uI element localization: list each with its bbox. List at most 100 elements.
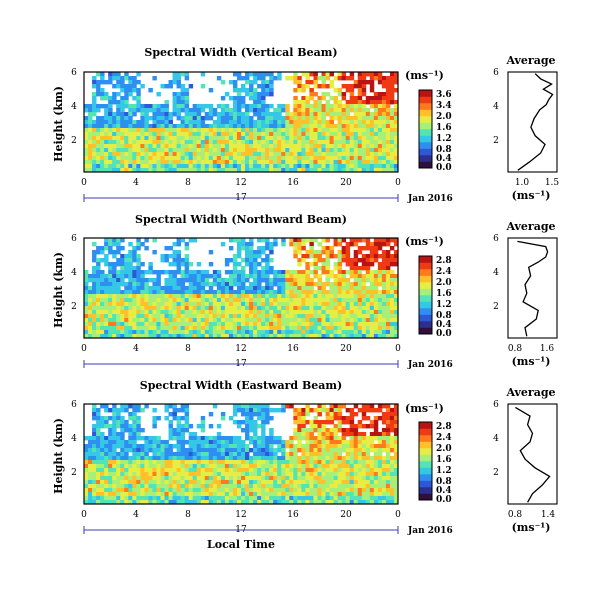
heatmap-cell [92, 76, 97, 81]
heatmap-cell [236, 100, 242, 105]
heatmap-cell [313, 310, 318, 315]
heatmap-cell [321, 246, 326, 251]
heatmap-cell [321, 330, 326, 335]
heatmap-cell [373, 278, 379, 283]
heatmap-cell [236, 76, 242, 81]
heatmap-cell [305, 480, 310, 485]
heatmap-cell [172, 496, 177, 501]
heatmap-cell [317, 132, 322, 137]
heatmap-cell [265, 156, 270, 161]
heatmap-cell [277, 326, 282, 331]
heatmap-cell [128, 298, 133, 303]
heatmap-cell [232, 448, 238, 453]
heatmap-cell [321, 488, 326, 493]
heatmap-cell [132, 286, 137, 291]
colorbar-ticks: 2.8 2.4 2.0 1.6 1.2 0.8 0.4 0.0 [436, 256, 452, 339]
heatmap-cell [241, 310, 246, 315]
heatmap-cell [269, 322, 274, 327]
heatmap-cell [92, 274, 97, 279]
heatmap-cell [301, 108, 306, 113]
heatmap-cell [164, 334, 169, 339]
heatmap-cell [285, 136, 290, 141]
heatmap-cell [389, 156, 395, 161]
heatmap-cell [377, 476, 383, 481]
heatmap-cell [341, 294, 347, 299]
heatmap-cell [100, 72, 105, 77]
heatmap-cell [204, 322, 210, 327]
heatmap-cell [100, 250, 105, 255]
heatmap-cell [341, 472, 347, 477]
heatmap-cell [96, 456, 101, 461]
heatmap-cell [188, 164, 194, 169]
heatmap-cell [309, 420, 314, 425]
heatmap-cell [389, 84, 395, 89]
heatmap-cell [120, 472, 125, 477]
heatmap-cell [365, 302, 371, 307]
heatmap-cell [277, 464, 282, 469]
heatmap-cell [377, 432, 383, 437]
heatmap-cell [220, 468, 226, 473]
heatmap-cell [329, 464, 334, 469]
heatmap-cell [204, 326, 210, 331]
heatmap-cell [116, 432, 121, 437]
heatmap-cell [220, 476, 226, 481]
heatmap-cell [228, 160, 234, 165]
heatmap-cell [337, 298, 343, 303]
heatmap-cell [369, 164, 375, 169]
heatmap-cell [393, 326, 399, 331]
heatmap-cell [337, 408, 343, 413]
heatmap-cell [373, 132, 379, 137]
heatmap-cell [321, 310, 326, 315]
heatmap-cell [349, 84, 355, 89]
heatmap-cell [325, 306, 330, 311]
heatmap-cell [353, 100, 359, 105]
heatmap-cell [96, 124, 101, 129]
heatmap-cell [385, 460, 391, 465]
heatmap-cell [212, 298, 218, 303]
heatmap-cell [309, 318, 314, 323]
heatmap-cell [204, 484, 210, 489]
heatmap-cell [100, 440, 105, 445]
heatmap-cell [273, 334, 278, 339]
heatmap-cell [321, 148, 326, 153]
heatmap-cell [136, 456, 141, 461]
heatmap-cell [353, 330, 359, 335]
heatmap-cell [337, 404, 343, 409]
heatmap-cell [333, 274, 339, 279]
heatmap-cell [373, 480, 379, 485]
heatmap-cell [341, 310, 347, 315]
heatmap-cell [112, 468, 117, 473]
x-tick-label: 8 [185, 344, 191, 354]
heatmap-cell [337, 290, 343, 295]
heatmap-cell [204, 440, 210, 445]
heatmap-cell [245, 468, 250, 473]
heatmap-cell [309, 148, 314, 153]
heatmap-cell [188, 286, 194, 291]
heatmap-cell [369, 148, 375, 153]
heatmap-cell [104, 132, 109, 137]
heatmap-cell [305, 120, 310, 125]
heatmap-cell [176, 156, 182, 161]
heatmap-cell [305, 144, 310, 149]
heatmap-cell [269, 500, 274, 505]
heatmap-cell [289, 468, 294, 473]
heatmap-cell [188, 128, 194, 133]
heatmap-cell [164, 476, 169, 481]
heatmap-cell [269, 464, 274, 469]
heatmap-cell [253, 88, 258, 93]
heatmap-cell [389, 326, 395, 331]
heatmap-cell [253, 294, 258, 299]
heatmap-cell [381, 238, 387, 243]
colorbar-tick-label: 0.4 [436, 320, 452, 330]
heatmap-cell [116, 104, 121, 109]
heatmap-cell [84, 104, 89, 109]
heatmap-cell [228, 96, 234, 101]
heatmap-cell [253, 318, 258, 323]
heatmap-cell [341, 456, 347, 461]
heatmap-cell [265, 120, 270, 125]
heatmap-cell [265, 270, 270, 275]
heatmap-cell [148, 464, 153, 469]
heatmap-cell [136, 452, 141, 457]
heatmap-cell [377, 124, 383, 129]
heatmap-cell [164, 124, 169, 129]
